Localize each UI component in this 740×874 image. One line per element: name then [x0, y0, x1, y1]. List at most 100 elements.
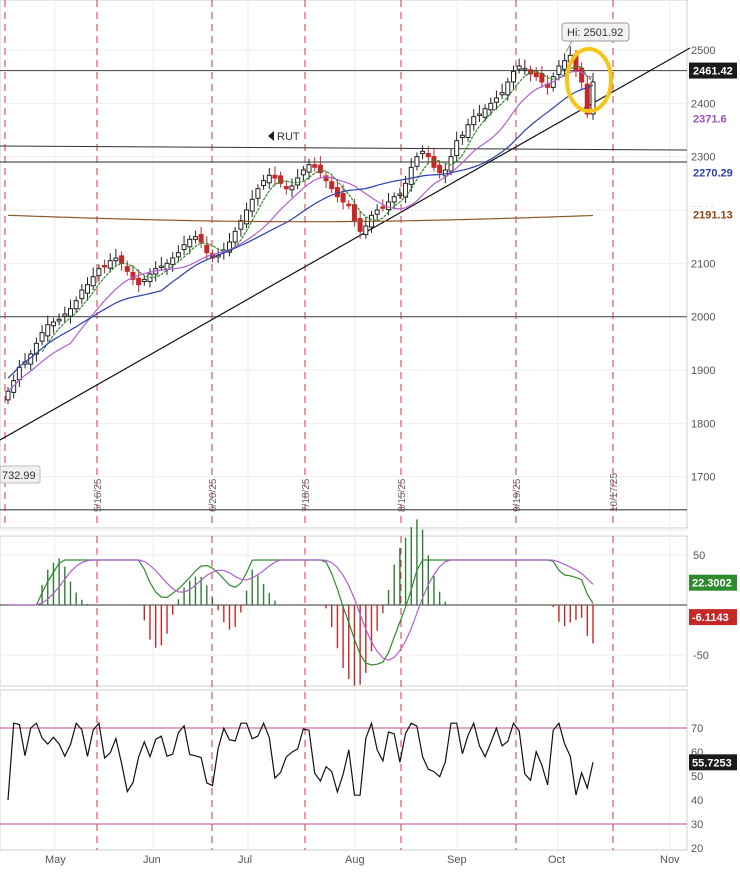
candle-body [363, 225, 369, 236]
macd-hist-badge-box [689, 609, 737, 626]
candle-body [272, 174, 278, 179]
candle-body [141, 278, 147, 282]
candle-body [181, 244, 187, 250]
price-tick-label: 1700 [691, 472, 715, 484]
left-value-label: 732.99 [2, 470, 36, 482]
candle-body [471, 116, 477, 126]
candle-body [204, 244, 210, 254]
candle-body [300, 169, 306, 176]
candle-body [244, 209, 250, 225]
candle-body [312, 164, 318, 168]
candle-body [425, 152, 431, 158]
resistance-line [0, 145, 688, 151]
price-tick-label: 1900 [691, 365, 715, 377]
ma-blue-badge-box [689, 164, 737, 181]
macd-hist-badge: -6.1143 [692, 612, 729, 624]
candle-body [414, 156, 420, 167]
candle-body [5, 390, 11, 401]
month-label: Jul [238, 854, 252, 866]
candle-body [459, 134, 465, 138]
candle-body [255, 188, 261, 199]
candle-body [33, 342, 39, 355]
price-tick-label: 2000 [691, 312, 715, 324]
rut-label: RUT [277, 131, 300, 143]
rsi-tick-label: 50 [691, 771, 703, 783]
ma-green-line [41, 65, 594, 353]
month-label: Aug [345, 854, 365, 866]
last-price-badge: 2461.42 [693, 66, 733, 78]
rsi-panel [0, 689, 688, 851]
candle-body [351, 204, 357, 222]
candle-body [16, 366, 22, 381]
candle-body [85, 284, 91, 294]
high-label-box [561, 22, 630, 42]
month-label: May [45, 854, 66, 866]
candle-body [119, 255, 125, 264]
candle-body [238, 220, 244, 230]
candle-body [170, 257, 176, 265]
date-marker-label: 10/17/25 [609, 473, 620, 512]
candle-body [306, 164, 312, 173]
candle-body [476, 113, 482, 116]
candle-body [488, 102, 494, 111]
price-tick-label: 1800 [691, 418, 715, 430]
rsi-tick-label: 30 [691, 819, 703, 831]
month-label: Nov [660, 854, 680, 866]
candle-body [249, 198, 255, 212]
candle-body [522, 68, 528, 71]
price-tick-label: 2400 [691, 98, 715, 110]
candle-body [289, 185, 295, 191]
high-label-pointer [565, 40, 573, 53]
rsi-line [7, 721, 594, 801]
candle-body [403, 182, 409, 198]
ma-brown-line [7, 214, 594, 223]
rsi-value-badge: 55.7253 [692, 757, 732, 769]
candle-body [295, 177, 301, 186]
candle-body [397, 193, 403, 196]
candle-body [510, 70, 516, 83]
high-label: Hi: 2501.92 [567, 27, 623, 39]
candle-body [516, 65, 522, 70]
rsi-tick-label: 70 [691, 723, 703, 735]
candle-body [505, 81, 511, 96]
candle-body [266, 174, 272, 184]
candle-body [164, 262, 170, 270]
candle-body [539, 72, 545, 83]
candle-body [187, 238, 193, 248]
trend-line [0, 47, 691, 441]
candle-body [192, 236, 198, 240]
candle-body [107, 260, 113, 269]
candle-body [556, 65, 562, 76]
ma-blue-line [7, 84, 594, 379]
candle-body [45, 324, 51, 337]
candle-body [56, 318, 62, 322]
candle-body [62, 313, 68, 317]
ma-pink-badge: 2371.6 [693, 113, 727, 125]
candle-body [340, 192, 346, 203]
candle-body [67, 308, 73, 317]
candle-body [533, 72, 539, 78]
ma-pink-badge-box [689, 110, 737, 127]
candle-body [158, 265, 164, 268]
date-marker-label: 8/15/25 [397, 478, 408, 512]
candle-body [50, 321, 56, 327]
highlight-circle [565, 47, 613, 113]
date-marker-label: 9/19/25 [512, 478, 523, 512]
month-label: Oct [548, 854, 565, 866]
macd-tick-label: 50 [693, 550, 705, 562]
candle-body [329, 181, 335, 190]
macd-badge-box [689, 574, 737, 591]
candle-body [79, 289, 85, 300]
candle-body [232, 230, 238, 243]
candle-body [278, 175, 284, 184]
candle-body [386, 201, 392, 210]
rsi-tick-label: 20 [691, 843, 703, 855]
candle-body [454, 140, 460, 157]
candle-body [465, 124, 471, 138]
candle-body [482, 108, 488, 118]
candle-body [391, 196, 397, 203]
candle-body [499, 92, 505, 96]
candle-body [374, 209, 380, 215]
candle-body [175, 252, 181, 258]
